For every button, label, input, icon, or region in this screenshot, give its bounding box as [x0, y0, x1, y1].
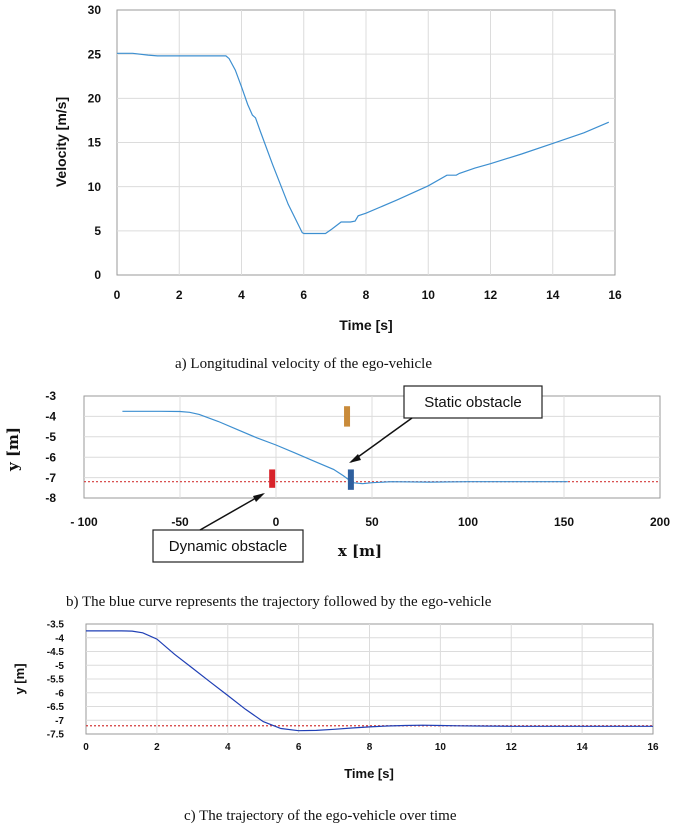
trajectory-xy-chart: - 100 -50 0 50 100 150 200 -3-4-5-6-7-8 x [m] …: [4, 385, 670, 563]
x-tick-label: - 100: [70, 515, 98, 529]
y-tick-label: -4: [55, 633, 64, 644]
velocity-chart: 0 2 4 6 8 10 12 14 16 0 5 10 15 20 25 30 Time [s] Velo…: [53, 3, 622, 333]
trajectory-y-axis-label: y [m]: [4, 427, 22, 472]
y-tick-label: -5.5: [47, 675, 65, 686]
x-tick-label: 2: [176, 288, 183, 302]
y-tick-label: 15: [88, 136, 102, 150]
x-tick-label: 150: [554, 515, 574, 529]
trajectory-x-axis-label: x [m]: [338, 542, 382, 560]
x-tick-label: 2: [154, 742, 160, 753]
y-tick-label: 30: [88, 3, 102, 17]
y-tick-label: -4: [45, 410, 56, 424]
series-line: [86, 630, 653, 732]
ego-vehicle-marker: [347, 469, 354, 490]
x-tick-label: 0: [273, 515, 280, 529]
x-tick-label: 4: [225, 742, 231, 753]
y-tick-label: 10: [88, 180, 102, 194]
dynamic-obstacle-marker: [269, 469, 276, 488]
dynamic-obstacle-label: Dynamic obstacle: [169, 538, 287, 555]
x-tick-label: 0: [114, 288, 121, 302]
caption-a: a) Longitudinal velocity of the ego-vehi…: [175, 356, 432, 372]
y-tick-label: -7: [55, 716, 64, 727]
x-tick-label: 12: [506, 742, 518, 753]
caption-c: c) The trajectory of the ego-vehicle ove…: [184, 808, 457, 824]
trajectory-time-chart: 0 2 4 6 8 10 12 14 16 -3.5 -4 -4.5 -5 -5.5 -6 -6.5 -7 -7…: [12, 620, 659, 782]
static-obstacle-arrow: [350, 417, 413, 463]
x-tick-label: 10: [422, 288, 436, 302]
static-obstacle-arrowhead: [349, 454, 361, 463]
y-tick-label: 5: [94, 224, 101, 238]
y-tick-label: -5: [55, 661, 64, 672]
y-tick-label: -8: [45, 491, 56, 505]
dynamic-obstacle-arrowhead: [253, 493, 265, 502]
y-tick-label: 0: [94, 268, 101, 282]
caption-b: b) The blue curve represents the traject…: [66, 594, 492, 610]
x-tick-label: 14: [546, 288, 560, 302]
x-tick-label: 8: [363, 288, 370, 302]
y-tick-label: 25: [88, 47, 102, 61]
static-obstacle-callout: Static obstacle: [349, 385, 543, 463]
velocity-y-axis-label: Velocity [m/s]: [53, 97, 69, 187]
x-tick-label: 16: [647, 742, 659, 753]
x-tick-label: 6: [296, 742, 302, 753]
y-tick-label: -3.5: [47, 620, 65, 631]
y-tick-label: -6.5: [47, 702, 65, 713]
y-tick-label: -7: [45, 471, 56, 485]
y-tick-label: -6: [55, 688, 64, 699]
dynamic-obstacle-callout: Dynamic obstacle: [152, 493, 304, 563]
x-tick-label: 10: [435, 742, 447, 753]
x-tick-label: 12: [484, 288, 498, 302]
series-line: [117, 52, 610, 235]
static-obstacle-label: Static obstacle: [424, 394, 522, 411]
velocity-x-axis-label: Time [s]: [339, 317, 392, 333]
x-tick-label: 0: [83, 742, 89, 753]
x-tick-label: 8: [367, 742, 373, 753]
dynamic-obstacle-callout-box: [152, 529, 304, 563]
x-tick-label: 4: [238, 288, 245, 302]
y-tick-label: -3: [45, 389, 56, 403]
y-tick-label: -6: [45, 450, 56, 464]
y-tick-label: 20: [88, 92, 102, 106]
y-tick-label: -7.5: [47, 730, 65, 741]
x-tick-label: 100: [458, 515, 478, 529]
x-tick-label: 6: [300, 288, 307, 302]
static-obstacle-callout-box: [403, 385, 543, 419]
x-tick-label: -50: [171, 515, 189, 529]
x-tick-label: 50: [365, 515, 379, 529]
x-tick-label: 14: [577, 742, 589, 753]
y-tick-label: -5: [45, 430, 56, 444]
trajectory-time-x-axis-label: Time [s]: [344, 766, 394, 781]
dynamic-obstacle-arrow: [199, 493, 264, 531]
x-tick-label: 16: [608, 288, 622, 302]
static-obstacle-marker: [344, 406, 351, 427]
trajectory-time-y-axis-label: y [m]: [12, 663, 27, 694]
x-tick-label: 200: [650, 515, 670, 529]
y-tick-label: -4.5: [47, 647, 65, 658]
series-line: [122, 410, 568, 485]
